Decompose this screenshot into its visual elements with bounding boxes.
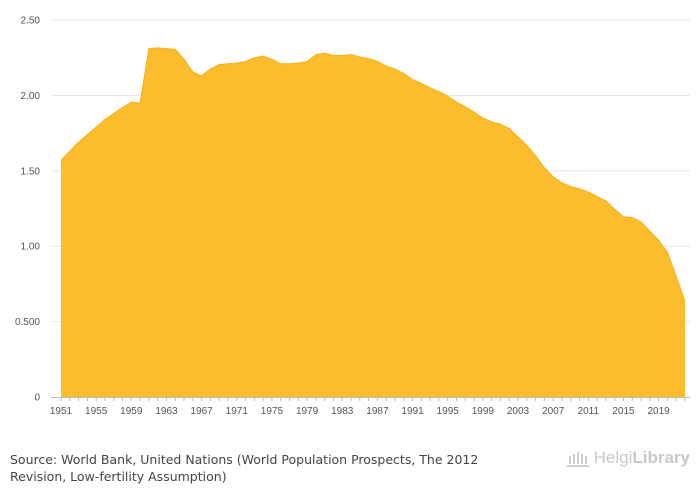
source-note: Source: World Bank, United Nations (Worl… xyxy=(10,451,530,485)
x-tick-label: 1975 xyxy=(261,406,284,417)
x-tick-label: 1955 xyxy=(85,406,108,417)
x-tick-label: 1983 xyxy=(331,406,354,417)
x-tick-label: 1963 xyxy=(155,406,178,417)
brand-name-bold: Library xyxy=(632,448,690,467)
y-tick-label: 2.00 xyxy=(21,91,41,102)
x-tick-label: 1951 xyxy=(50,406,73,417)
y-tick-label: 0 xyxy=(34,393,40,404)
area-series-line xyxy=(60,47,686,302)
y-tick-label: 2.50 xyxy=(21,16,41,27)
y-tick-label: 0.500 xyxy=(15,317,40,328)
x-tick-label: 1999 xyxy=(472,406,495,417)
x-tick-label: 2015 xyxy=(612,406,635,417)
source-text: World Bank, United Nations (World Popula… xyxy=(10,452,479,484)
x-tick-label: 1959 xyxy=(120,406,143,417)
x-tick-label: 1987 xyxy=(366,406,389,417)
x-tick-label: 2011 xyxy=(578,406,600,417)
x-tick-label: 1991 xyxy=(401,406,424,417)
x-tick-label: 1979 xyxy=(296,406,319,417)
plot-area xyxy=(60,47,686,398)
x-tick-label: 1995 xyxy=(437,406,460,417)
library-building-icon xyxy=(566,452,589,467)
source-label: Source: xyxy=(10,452,58,467)
x-tick-label: 2007 xyxy=(542,406,565,417)
y-tick-label: 1.00 xyxy=(21,242,41,253)
y-tick-label: 1.50 xyxy=(21,166,41,177)
x-tick-label: 2003 xyxy=(507,406,530,417)
x-tick-label: 2019 xyxy=(648,406,671,417)
x-tick-label: 1967 xyxy=(190,406,213,417)
brand-name-light: Helgi xyxy=(593,448,633,467)
x-tick-label: 1971 xyxy=(226,406,249,417)
helgi-library-logo: HelgiLibrary xyxy=(566,448,690,468)
area-chart: 0 0.500 1.00 1.50 2.00 2.50 1951 1955 1959 1963 19… xyxy=(15,16,690,417)
axes: 0 0.500 1.00 1.50 2.00 2.50 1951 1955 1959 1963 19… xyxy=(15,16,690,417)
area-series xyxy=(61,47,685,398)
